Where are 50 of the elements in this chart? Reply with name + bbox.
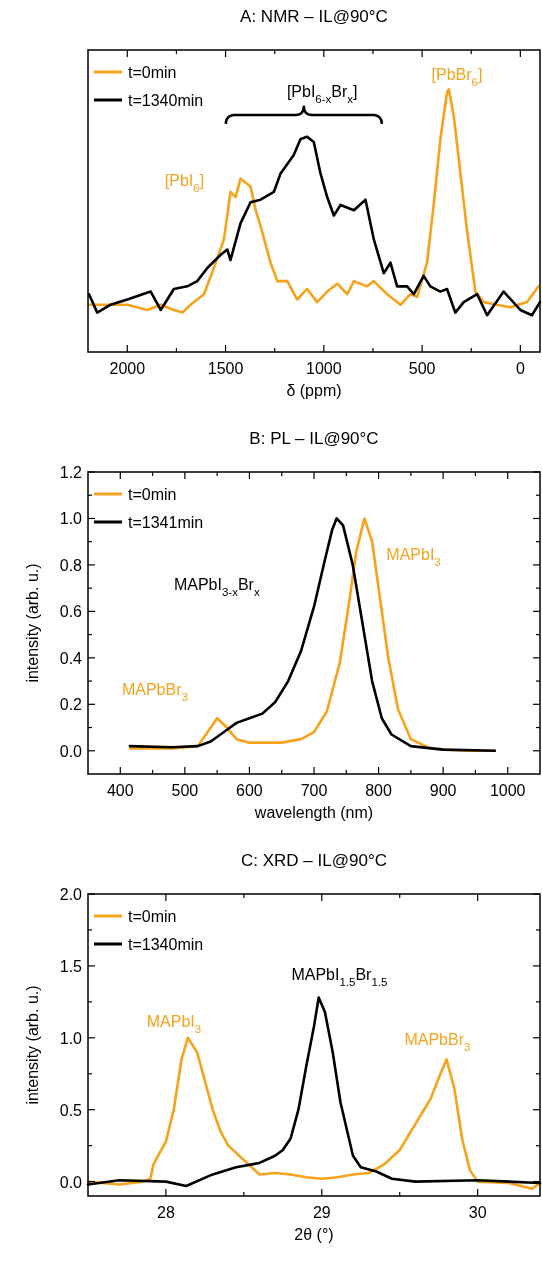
x-tick-label: 500: [408, 360, 436, 377]
annotation: MAPbI$_{1.5}$Br$_{1.5}$: [291, 966, 388, 989]
x-tick-label: 800: [365, 782, 393, 799]
y-tick-label: 0.0: [59, 1173, 83, 1191]
annotation: MAPbI$_{3-x}$Br$_{x}$: [173, 575, 260, 598]
y-tick-label: 0.0: [59, 742, 83, 760]
x-axis-title: δ (ppm): [286, 382, 342, 399]
y-tick-label: 1.0: [59, 510, 83, 528]
x-tick-label: 700: [300, 782, 328, 799]
annotation: [PbI$_{6-x}$Br$_{x}$]: [286, 82, 358, 105]
y-tick-label: 0.2: [59, 696, 83, 714]
annotation: MAPbI$_{3}$: [386, 545, 441, 568]
y-axis-title: intensity (arb. u.): [24, 563, 41, 683]
y-tick-label: 0.6: [59, 603, 83, 621]
x-tick-label: 2000: [109, 360, 146, 377]
chart-title: C: XRD – IL@90°C: [241, 851, 387, 870]
legend-label: t=1340min: [128, 936, 204, 953]
x-tick-label: 1000: [489, 782, 526, 799]
legend-label: t=1340min: [128, 92, 204, 109]
x-tick-label: 0: [515, 360, 525, 377]
y-tick-label: 2.0: [59, 886, 83, 903]
x-tick-label: 500: [171, 782, 199, 799]
y-tick-label: 1.0: [59, 1029, 83, 1047]
y-tick-label: 1.5: [59, 957, 83, 975]
y-tick-label: 0.4: [59, 649, 83, 667]
annotation: MAPbI$_{3}$: [146, 1012, 202, 1035]
annotation: [PbI$_{6}$]: [164, 171, 205, 194]
annotation: MAPbBr$_{3}$: [121, 681, 188, 704]
x-tick-label: 1000: [306, 360, 342, 377]
legend-label: t=0min: [128, 64, 177, 81]
y-tick-label: 1.2: [59, 464, 83, 481]
y-tick-label: 0.8: [59, 556, 83, 574]
x-tick-label: 900: [429, 782, 457, 799]
x-tick-label: 28: [157, 1204, 175, 1221]
y-tick-label: 0.5: [59, 1101, 83, 1119]
y-axis-title: intensity (arb. u.): [24, 985, 41, 1105]
x-tick-label: 30: [468, 1204, 487, 1221]
x-axis-title: 2θ (°): [294, 1226, 334, 1243]
x-tick-label: 600: [236, 782, 263, 799]
x-tick-label: 29: [312, 1204, 331, 1221]
chart-title: A: NMR – IL@90°C: [240, 7, 388, 26]
legend-label: t=0min: [128, 486, 177, 503]
legend-label: t=1341min: [128, 514, 204, 531]
text: [PbBr$_{6}$]: [431, 66, 483, 89]
x-axis-title: wavelength (nm): [253, 804, 374, 821]
chart-title: B: PL – IL@90°C: [249, 429, 379, 448]
x-tick-label: 400: [106, 782, 134, 799]
x-tick-label: 1500: [207, 360, 244, 377]
annotation: MAPbBr$_{3}$: [404, 1031, 471, 1053]
legend-label: t=0min: [128, 908, 177, 925]
